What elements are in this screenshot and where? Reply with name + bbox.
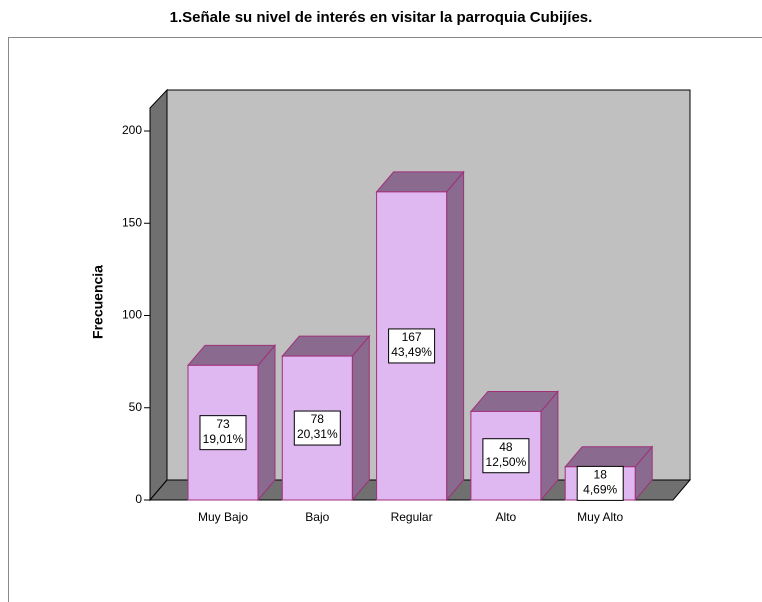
percent-label: 43,49%: [391, 345, 432, 359]
x-tick-label: Bajo: [305, 510, 329, 524]
y-axis-label: Frecuencia: [90, 265, 106, 339]
percent-label: 4,69%: [583, 483, 617, 497]
y-tick-label: 100: [122, 308, 142, 322]
x-tick-label: Muy Alto: [577, 510, 623, 524]
x-tick-label: Regular: [391, 510, 433, 524]
data-label: 73: [216, 417, 230, 431]
chart-title: 1.Señale su nivel de interés en visitar …: [170, 9, 593, 26]
bar-side: [446, 170, 465, 502]
x-tick-label: Muy Bajo: [198, 510, 248, 524]
data-label: 167: [402, 330, 422, 344]
data-label-box: [293, 410, 341, 446]
percent-label: 20,31%: [297, 427, 338, 441]
y-tick-label: 150: [122, 215, 142, 229]
x-tick-label: Alto: [496, 510, 517, 524]
data-label: 48: [499, 440, 513, 454]
y-tick-label: 0: [135, 492, 142, 506]
y-tick-label: 50: [129, 400, 143, 414]
percent-label: 12,50%: [486, 455, 527, 469]
percent-label: 19,01%: [203, 432, 244, 446]
y-tick-label: 200: [122, 123, 142, 137]
bar-side: [351, 334, 370, 502]
data-label: 18: [594, 468, 608, 482]
side-wall: [149, 88, 168, 502]
data-label-box: [388, 328, 436, 364]
data-label-box: [576, 465, 624, 501]
data-label-box: [482, 438, 530, 474]
data-label: 78: [311, 412, 325, 426]
bar-side: [257, 343, 276, 502]
frame: [8, 37, 762, 602]
data-label-box: [199, 415, 247, 451]
